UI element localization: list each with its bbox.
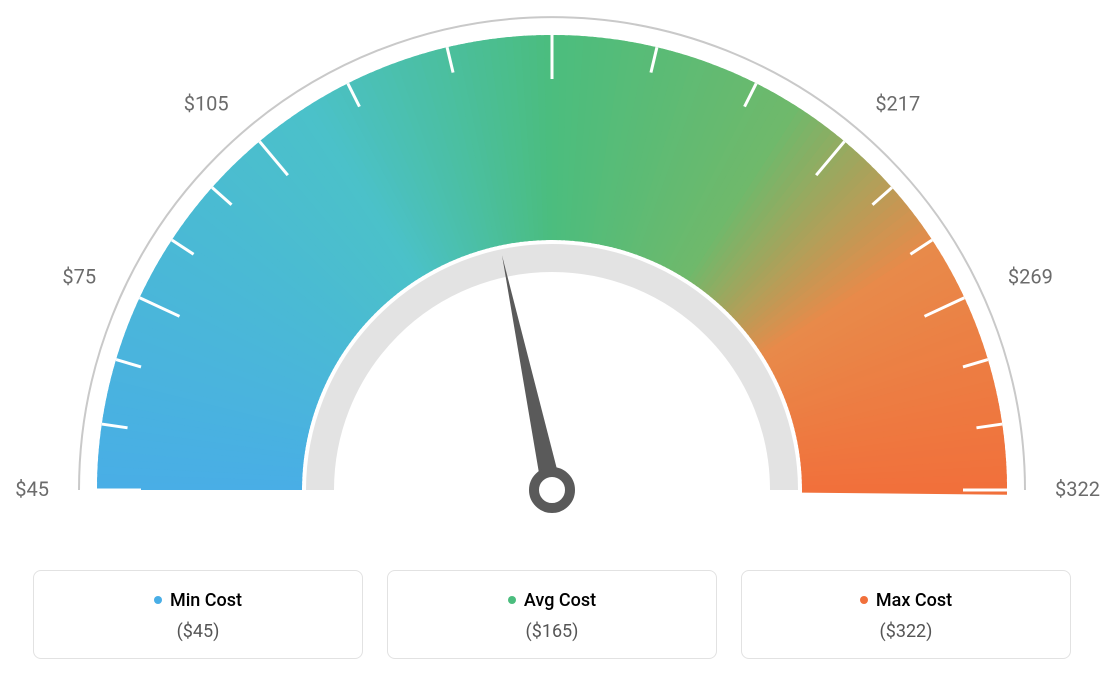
gauge-chart: $45$75$105$165$217$269$322 (0, 0, 1104, 560)
legend-label-min: Min Cost (170, 590, 242, 611)
gauge-tick-label: $322 (1055, 477, 1100, 501)
legend-dot-min (154, 596, 162, 604)
legend-card-avg: Avg Cost ($165) (387, 570, 717, 659)
legend-row: Min Cost ($45) Avg Cost ($165) Max Cost … (0, 570, 1104, 659)
legend-value-max: ($322) (752, 621, 1060, 642)
legend-card-min: Min Cost ($45) (33, 570, 363, 659)
legend-dot-avg (508, 596, 516, 604)
gauge-svg: $45$75$105$165$217$269$322 (0, 0, 1104, 560)
legend-value-min: ($45) (44, 621, 352, 642)
gauge-tick-label: $217 (875, 92, 920, 116)
legend-card-max: Max Cost ($322) (741, 570, 1071, 659)
legend-label-max: Max Cost (876, 590, 952, 611)
gauge-tick-label: $105 (184, 92, 229, 116)
gauge-tick-label: $269 (1008, 264, 1053, 288)
legend-label-avg: Avg Cost (524, 590, 596, 611)
legend-value-avg: ($165) (398, 621, 706, 642)
gauge-tick-label: $45 (15, 477, 49, 501)
gauge-needle-base (534, 472, 570, 508)
gauge-tick-label: $75 (62, 264, 96, 288)
gauge-needle (502, 255, 562, 492)
legend-dot-max (860, 596, 868, 604)
